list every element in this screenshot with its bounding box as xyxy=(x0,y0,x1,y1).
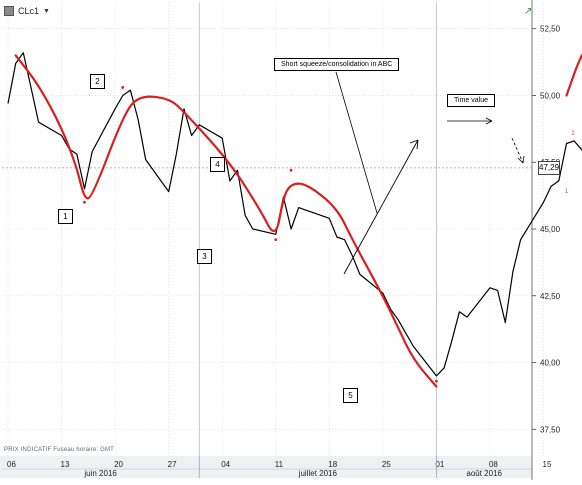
x-tick-label: 18 xyxy=(328,460,337,469)
month-label: juillet 2016 xyxy=(298,469,338,478)
x-tick-label: 11 xyxy=(275,460,284,469)
up-trend-arrow-line xyxy=(344,140,418,274)
wave-point-marker xyxy=(435,380,438,383)
month-label: juin 2016 xyxy=(83,469,117,478)
x-tick-label: 04 xyxy=(221,460,230,469)
note-connector-line xyxy=(336,72,377,213)
wave-point-marker xyxy=(121,86,124,89)
wave-label-2: 2 xyxy=(90,74,105,89)
ticker-symbol: CLc1 xyxy=(18,6,39,16)
down-projection-arrow-line xyxy=(512,138,523,163)
ticker-selector[interactable]: CLc1 ▼ xyxy=(4,3,50,19)
wave-label-5: 5 xyxy=(343,388,358,403)
y-tick-label: 42,50 xyxy=(540,292,561,301)
footer-note: PRIX INDICATIF Fuseau horaire: GMT xyxy=(4,447,114,453)
x-tick-label: 01 xyxy=(435,460,444,469)
y-tick-label: 45,00 xyxy=(540,225,561,234)
month-label: août 2016 xyxy=(466,469,502,478)
x-tick-label: 25 xyxy=(382,460,391,469)
price-line xyxy=(8,53,582,376)
y-tick-label: 52,50 xyxy=(540,25,561,34)
y-tick-label: 37,50 xyxy=(540,425,561,434)
wave-point-marker xyxy=(290,169,293,172)
wave-point-marker xyxy=(274,238,277,241)
wave-label-4: 4 xyxy=(210,157,225,172)
ticker-color-swatch xyxy=(4,6,14,16)
y-tick-label: 40,00 xyxy=(540,359,561,368)
x-axis-panel xyxy=(0,456,532,478)
wave-point-marker xyxy=(83,201,86,204)
y-tick-label: 50,00 xyxy=(540,91,561,100)
x-tick-label: 13 xyxy=(61,460,70,469)
x-tick-label: 06 xyxy=(7,460,16,469)
x-tick-label: 20 xyxy=(114,460,123,469)
time-value-note: Time value xyxy=(447,94,495,107)
wave-label-1: 1 xyxy=(58,209,73,224)
squeeze-note: Short squeeze/consolidation in ABC xyxy=(274,58,399,71)
trend-up-icon[interactable]: ↗ xyxy=(524,6,532,17)
last-price-label: 47,29 xyxy=(538,161,560,175)
x-tick-label: 08 xyxy=(489,460,498,469)
x-tick-label: 15 xyxy=(543,460,552,469)
wave-label-3: 3 xyxy=(197,249,212,264)
x-tick-label: 27 xyxy=(168,460,177,469)
chevron-down-icon[interactable]: ▼ xyxy=(43,8,50,15)
